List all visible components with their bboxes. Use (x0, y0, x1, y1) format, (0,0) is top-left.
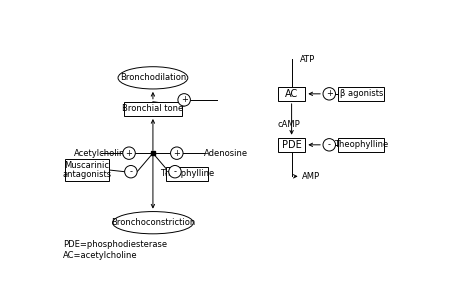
Text: Bronchodilation: Bronchodilation (120, 73, 186, 82)
Text: Adenosine: Adenosine (204, 149, 248, 158)
FancyBboxPatch shape (338, 87, 384, 101)
Ellipse shape (323, 88, 336, 100)
Ellipse shape (112, 212, 193, 234)
Text: +: + (173, 149, 180, 158)
Text: -: - (173, 167, 176, 176)
Ellipse shape (323, 139, 336, 151)
Text: AC=acetylcholine: AC=acetylcholine (63, 251, 137, 260)
Text: cAMP: cAMP (278, 120, 301, 129)
Text: Theophylline: Theophylline (160, 169, 214, 178)
Text: +: + (326, 89, 333, 98)
Text: PDE: PDE (282, 140, 301, 150)
Text: PDE=phosphodiesterase: PDE=phosphodiesterase (63, 240, 167, 249)
FancyBboxPatch shape (278, 138, 305, 152)
FancyBboxPatch shape (124, 102, 182, 116)
Text: β agonists: β agonists (340, 89, 383, 98)
Text: Muscarinic: Muscarinic (64, 161, 109, 170)
Text: +: + (181, 95, 188, 104)
Text: -: - (328, 140, 331, 149)
Text: Bronchial tone: Bronchial tone (122, 104, 183, 113)
Ellipse shape (169, 166, 181, 178)
Text: -: - (129, 167, 132, 176)
FancyBboxPatch shape (166, 167, 208, 181)
FancyBboxPatch shape (278, 87, 305, 101)
Text: +: + (126, 149, 133, 158)
FancyBboxPatch shape (65, 159, 109, 181)
Text: Acetylcholine: Acetylcholine (74, 149, 130, 158)
Text: ATP: ATP (300, 55, 315, 64)
Text: Bronchoconstriction: Bronchoconstriction (111, 218, 195, 227)
Text: AMP: AMP (302, 172, 320, 181)
Text: antagonists: antagonists (62, 170, 111, 179)
Text: AC: AC (285, 89, 298, 99)
FancyBboxPatch shape (338, 138, 384, 152)
Ellipse shape (118, 67, 188, 89)
Text: Theophylline: Theophylline (334, 140, 389, 149)
Ellipse shape (123, 147, 135, 159)
Ellipse shape (178, 94, 191, 106)
Ellipse shape (125, 166, 137, 178)
Ellipse shape (171, 147, 183, 159)
